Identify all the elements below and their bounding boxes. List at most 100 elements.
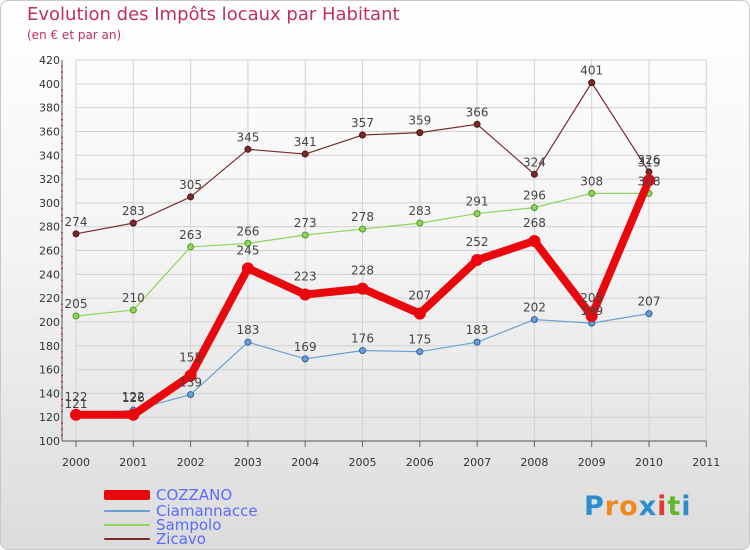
data-point-cozzano — [471, 254, 484, 267]
logo-letter: i — [657, 491, 668, 522]
y-minor-tick — [61, 410, 63, 412]
legend-label-sampolo: Sampolo — [156, 516, 222, 534]
data-point-zicavo — [530, 170, 538, 178]
y-axis-ticks: 100 120 140 160 180 200 220 240 260 280 300 320 340 3… — [39, 54, 63, 448]
legend-swatch-sampolo — [104, 524, 150, 526]
data-label-sampolo: 308 — [638, 174, 661, 188]
data-point-sampolo — [530, 204, 538, 212]
data-label-sampolo: 273 — [294, 216, 317, 230]
data-point-zicavo — [359, 131, 366, 139]
legend-swatch-zicavo — [104, 538, 150, 540]
data-point-ciamannacce — [645, 310, 653, 318]
x-tick-label: 2011 — [692, 456, 720, 469]
logo-letter: i — [681, 491, 692, 522]
data-point-cozzano — [356, 282, 369, 295]
legend-swatch-ciamannacce — [104, 510, 150, 512]
y-minor-tick — [61, 166, 63, 168]
y-minor-tick — [61, 208, 63, 210]
data-label-zicavo: 283 — [122, 204, 145, 218]
data-label-ciamannacce: 175 — [408, 333, 431, 347]
y-minor-tick — [61, 220, 63, 222]
data-point-cozzano — [528, 234, 541, 247]
data-point-sampolo — [473, 210, 481, 218]
y-minor-tick — [61, 196, 63, 198]
y-tick-label: 320 — [39, 173, 60, 186]
x-tick-label: 2008 — [520, 456, 548, 469]
legend-item-sampolo: Sampolo — [104, 516, 304, 534]
y-minor-tick — [61, 101, 63, 103]
logo-letter: o — [619, 491, 639, 522]
y-minor-tick — [61, 190, 63, 192]
data-point-cozzano — [70, 408, 82, 421]
data-point-cozzano — [643, 174, 655, 187]
data-label-zicavo: 305 — [179, 178, 202, 192]
legend-label-zicavo: Zicavo — [156, 530, 206, 548]
data-label-cozzano: 122 — [122, 390, 145, 404]
data-point-ciamannacce — [301, 355, 309, 363]
legend-item-zicavo: Zicavo — [104, 530, 304, 548]
data-label-zicavo: 274 — [65, 215, 88, 229]
data-point-ciamannacce — [187, 391, 195, 399]
data-label-ciamannacce: 183 — [236, 323, 259, 337]
x-tick-label: 2002 — [177, 456, 205, 469]
y-minor-tick — [61, 244, 63, 246]
logo-letter: r — [604, 491, 620, 522]
x-tick-label: 2006 — [406, 456, 434, 469]
data-label-zicavo: 326 — [638, 153, 661, 167]
y-minor-tick — [61, 291, 63, 293]
legend-item-cozzano: COZZANO — [104, 486, 304, 504]
data-point-sampolo — [72, 312, 80, 320]
data-label-sampolo: 296 — [523, 189, 546, 203]
data-point-sampolo — [244, 239, 252, 247]
data-label-cozzano: 245 — [236, 243, 259, 257]
y-tick-label: 400 — [39, 78, 60, 91]
data-point-zicavo — [129, 219, 137, 227]
y-minor-tick — [61, 398, 63, 401]
y-minor-tick — [61, 267, 63, 270]
y-minor-tick — [61, 214, 63, 216]
logo-letter: x — [638, 491, 658, 522]
x-tick-label: 2004 — [291, 456, 319, 469]
data-label-ciamannacce: 207 — [638, 295, 661, 309]
y-minor-tick — [61, 113, 63, 115]
data-point-ciamannacce — [416, 348, 424, 356]
data-point-cozzano — [413, 307, 426, 320]
y-minor-tick — [61, 279, 63, 281]
data-label-cozzano: 122 — [65, 390, 88, 404]
data-point-zicavo — [473, 120, 481, 128]
data-point-cozzano — [127, 408, 140, 421]
y-minor-tick — [61, 160, 63, 162]
data-label-sampolo: 291 — [466, 195, 489, 209]
data-label-ciamannacce: 126 — [122, 391, 145, 405]
y-minor-tick — [61, 422, 63, 424]
data-point-zicavo — [187, 193, 195, 201]
data-point-sampolo — [301, 231, 309, 239]
y-minor-tick — [61, 315, 63, 317]
y-minor-tick — [61, 65, 63, 67]
axes — [61, 60, 707, 442]
y-tick-label: 120 — [39, 411, 60, 424]
y-tick-label: 260 — [39, 245, 60, 258]
legend-swatch-cozzano — [104, 490, 150, 500]
data-point-cozzano — [184, 369, 197, 382]
y-tick-label: 200 — [39, 316, 60, 329]
y-minor-tick — [61, 95, 63, 97]
x-tick-label: 2009 — [578, 456, 606, 469]
y-tick-label: 100 — [39, 435, 60, 448]
y-minor-tick — [61, 309, 63, 311]
data-label-ciamannacce: 183 — [466, 323, 489, 337]
data-label-sampolo: 283 — [408, 204, 431, 218]
data-point-sampolo — [129, 306, 137, 314]
y-minor-tick — [61, 148, 63, 150]
data-label-sampolo: 278 — [351, 210, 374, 224]
data-label-zicavo: 357 — [351, 116, 374, 130]
data-label-zicavo: 345 — [236, 130, 259, 144]
y-minor-tick — [61, 71, 63, 73]
x-tick-label: 2000 — [62, 456, 90, 469]
x-axis-ticks: 2000 2001 2002 2003 2004 2005 2006 2007 2008 2009… — [62, 441, 720, 469]
data-label-zicavo: 401 — [580, 64, 603, 78]
y-minor-tick — [61, 357, 63, 359]
data-point-sampolo — [187, 243, 195, 251]
x-tick-label: 2003 — [234, 456, 262, 469]
